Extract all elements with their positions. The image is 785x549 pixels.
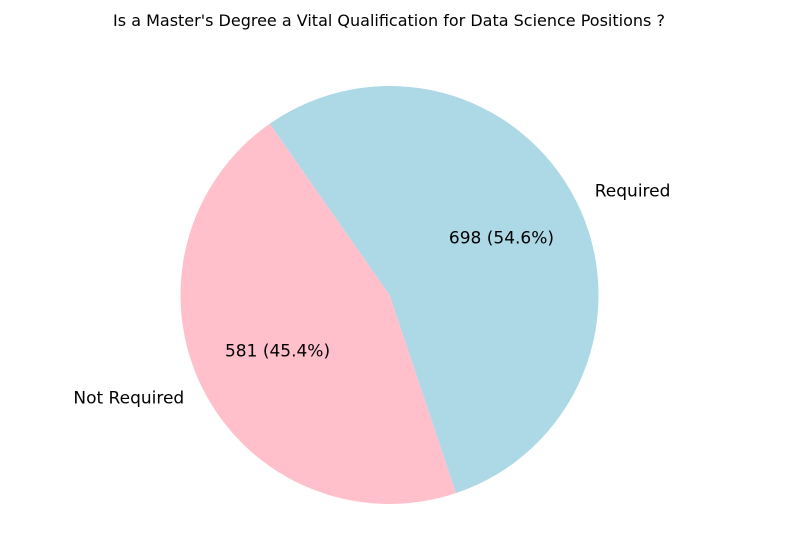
pie-slice-required [269, 86, 599, 494]
pie-slices [180, 86, 599, 504]
chart-title: Is a Master's Degree a Vital Qualificati… [113, 11, 665, 30]
slice-label: Not Required [73, 389, 184, 409]
pie-slice-not-required [180, 123, 456, 504]
slice-label: Required [595, 181, 671, 201]
slice-value-label: 581 (45.4%) [225, 341, 330, 361]
slice-value-label: 698 (54.6%) [449, 229, 554, 249]
pie-labels: Required 698 (54.6%) Not Required 581 (45.4… [73, 181, 670, 408]
